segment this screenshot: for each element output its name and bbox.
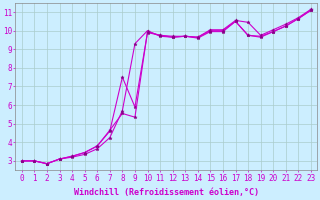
X-axis label: Windchill (Refroidissement éolien,°C): Windchill (Refroidissement éolien,°C): [74, 188, 259, 197]
